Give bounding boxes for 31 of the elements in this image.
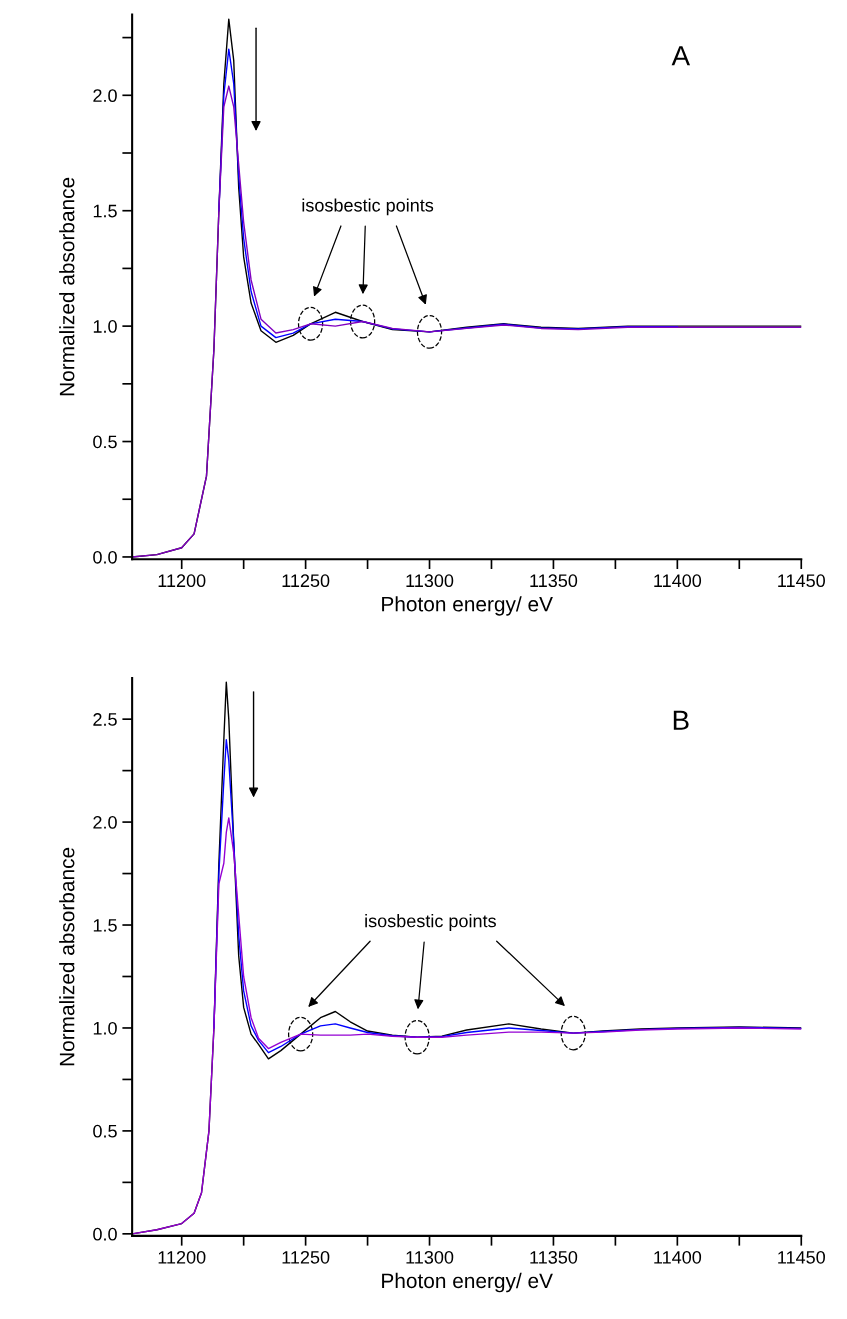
x-tick-label: 11300 <box>406 1250 454 1264</box>
annotation: isosbestic points <box>302 198 434 216</box>
y-tick-label: 1.5 <box>93 204 117 218</box>
text: 1.0 <box>93 1021 117 1035</box>
y-tick-label: 0.5 <box>93 435 117 449</box>
text: 0.0 <box>93 1227 117 1241</box>
y-tick-label: 0.5 <box>93 1124 117 1138</box>
y-axis-title: Normalized absorbance <box>59 177 75 396</box>
x-tick-label: 11250 <box>282 1250 330 1264</box>
x-tick-label: 11400 <box>654 1250 702 1264</box>
text: 0.0 <box>93 550 117 564</box>
annotation: isosbestic points <box>365 914 496 931</box>
x-tick-label: 11250 <box>282 574 330 588</box>
y-tick-label: 2.5 <box>93 713 117 726</box>
x-tick-label: 11450 <box>778 1250 825 1264</box>
text: A <box>671 46 691 66</box>
text: 2.0 <box>93 816 117 829</box>
y-tick-label: 1.5 <box>93 919 117 932</box>
text: 2.0 <box>93 89 117 103</box>
x-tick-label: 11350 <box>530 1250 578 1264</box>
x-tick-label: 11200 <box>158 574 206 588</box>
x-tick-label: 11450 <box>778 574 825 588</box>
text: 1.0 <box>93 320 117 333</box>
x-tick-label: 11350 <box>530 574 578 588</box>
y-axis-title: Normalized absorbance <box>59 847 75 1066</box>
x-tick-label: 11300 <box>406 574 454 588</box>
x-axis-title: Photon energy/ eV <box>382 596 553 616</box>
x-tick-label: 11400 <box>654 574 702 588</box>
text: B <box>673 710 689 730</box>
x-axis-title: Photon energy/ eV <box>382 1272 553 1293</box>
x-tick-label: 11200 <box>158 1250 206 1264</box>
